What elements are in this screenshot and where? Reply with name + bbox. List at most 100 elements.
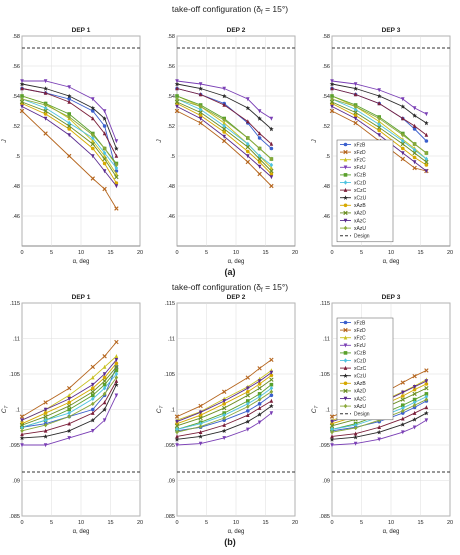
chart-a3: 0 5 10 15 20 .46 .48 .5 .52 .54 .56 .58 DEP 3 α, deg J… bbox=[311, 27, 453, 265]
data-point bbox=[174, 414, 180, 419]
data-point bbox=[90, 176, 95, 181]
data-point bbox=[91, 429, 95, 433]
x-axis-label: α, deg bbox=[228, 259, 245, 265]
data-point bbox=[174, 423, 180, 429]
data-point bbox=[222, 389, 227, 394]
data-point bbox=[400, 141, 405, 147]
data-point bbox=[67, 114, 71, 120]
x-tick-label: 15 bbox=[107, 520, 113, 526]
data-point bbox=[245, 419, 251, 424]
data-point bbox=[245, 375, 250, 380]
y-axis-label: CT bbox=[1, 405, 9, 414]
data-point bbox=[90, 364, 95, 370]
series-line bbox=[21, 380, 117, 435]
data-point bbox=[222, 86, 226, 91]
data-point bbox=[102, 391, 107, 397]
legend-marker bbox=[343, 210, 348, 216]
legend-entry: xAzD bbox=[354, 211, 366, 217]
series-line bbox=[176, 88, 272, 145]
x-tick-label: 10 bbox=[388, 520, 394, 526]
series-line bbox=[176, 101, 272, 172]
series-line bbox=[176, 98, 272, 160]
legend-marker bbox=[343, 142, 348, 147]
data-point bbox=[269, 389, 274, 394]
legend-marker bbox=[343, 203, 348, 208]
x-tick-label: 20 bbox=[447, 250, 453, 256]
data-point bbox=[412, 127, 417, 131]
data-point bbox=[67, 112, 71, 116]
legend-marker bbox=[343, 373, 348, 378]
data-point bbox=[43, 102, 48, 108]
data-point bbox=[102, 382, 107, 387]
chart-b3: 0 5 10 15 20 .085 .09 .095 .1 .105 .11 .115 DEP 3 α, … bbox=[311, 294, 453, 535]
data-point bbox=[67, 99, 71, 104]
data-point bbox=[257, 109, 262, 114]
data-point bbox=[91, 138, 95, 143]
legend-marker bbox=[343, 157, 348, 162]
data-point bbox=[91, 401, 95, 407]
series-line bbox=[21, 366, 117, 426]
data-point bbox=[377, 122, 381, 127]
data-point bbox=[269, 116, 274, 121]
data-point bbox=[221, 428, 227, 433]
data-point bbox=[401, 408, 405, 414]
series-line bbox=[176, 400, 272, 437]
x-tick-label: 5 bbox=[360, 520, 363, 526]
x-tick-label: 5 bbox=[50, 250, 53, 256]
data-point bbox=[222, 412, 226, 418]
data-point bbox=[353, 425, 358, 431]
data-point bbox=[269, 146, 274, 151]
data-point bbox=[67, 397, 71, 402]
y-axis-label: J bbox=[1, 139, 8, 144]
data-point bbox=[43, 86, 48, 91]
data-point bbox=[102, 146, 107, 151]
data-point bbox=[198, 82, 203, 87]
x-tick-label: 0 bbox=[175, 250, 178, 256]
y-tick-label: .105 bbox=[164, 372, 175, 378]
y-tick-label: .58 bbox=[322, 34, 330, 40]
y-tick-label: .105 bbox=[319, 372, 330, 378]
y-tick-label: .52 bbox=[12, 124, 20, 130]
data-point bbox=[222, 123, 226, 129]
data-point bbox=[412, 113, 417, 118]
series-line bbox=[176, 412, 272, 446]
data-point bbox=[102, 150, 107, 156]
data-point bbox=[198, 413, 203, 417]
data-point bbox=[246, 412, 250, 417]
data-point bbox=[67, 127, 71, 131]
data-point bbox=[257, 153, 262, 159]
chart-title: DEP 3 bbox=[382, 294, 401, 301]
data-point bbox=[257, 116, 262, 121]
series-line bbox=[331, 95, 427, 160]
series-line bbox=[331, 412, 427, 440]
data-point bbox=[353, 422, 358, 428]
data-point bbox=[20, 418, 24, 423]
data-point bbox=[246, 149, 250, 154]
data-point bbox=[412, 417, 417, 422]
data-point bbox=[198, 113, 203, 118]
series-line bbox=[21, 88, 117, 157]
y-tick-label: .56 bbox=[322, 64, 330, 70]
series-line bbox=[331, 98, 427, 154]
data-point bbox=[102, 364, 107, 369]
data-point bbox=[257, 382, 262, 386]
data-point bbox=[222, 130, 226, 134]
y-tick-label: .54 bbox=[12, 94, 20, 100]
series-line bbox=[176, 372, 272, 422]
data-point bbox=[257, 171, 262, 177]
data-point bbox=[175, 434, 179, 439]
data-point bbox=[43, 79, 48, 84]
data-point bbox=[222, 134, 226, 139]
legend-entry: xAzU bbox=[354, 404, 366, 410]
data-point bbox=[424, 397, 429, 402]
data-point bbox=[330, 79, 334, 84]
data-point bbox=[102, 186, 107, 192]
data-point bbox=[412, 373, 417, 379]
data-point bbox=[198, 104, 203, 109]
series-line bbox=[176, 110, 272, 187]
y-tick-label: .11 bbox=[323, 337, 330, 343]
data-point bbox=[222, 402, 226, 406]
data-point bbox=[246, 154, 250, 159]
series-line bbox=[176, 391, 272, 433]
data-point bbox=[257, 420, 262, 425]
